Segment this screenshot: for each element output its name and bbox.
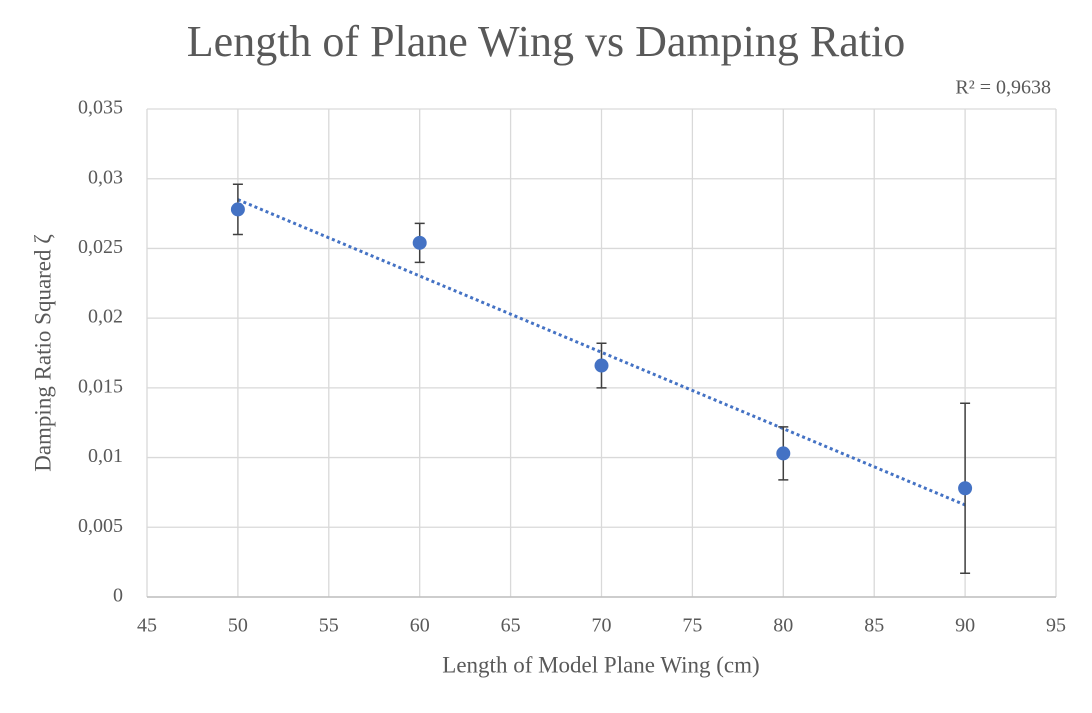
x-axis-label: Length of Model Plane Wing (cm)	[442, 652, 759, 677]
y-tick-label: 0	[113, 585, 123, 607]
y-tick-label: 0,015	[78, 375, 123, 397]
x-tick-label: 65	[501, 615, 521, 637]
x-tick-label: 75	[682, 615, 702, 637]
y-tick-label: 0,025	[78, 236, 123, 258]
r-squared: R² = 0,9638	[955, 77, 1051, 99]
point	[412, 235, 427, 250]
x-tick-label: 95	[1046, 615, 1066, 637]
y-tick-label: 0,01	[88, 445, 123, 467]
x-tick-label: 50	[228, 615, 248, 637]
x-tick-label: 60	[410, 615, 430, 637]
x-tick-label: 85	[864, 615, 884, 637]
x-tick-label: 45	[137, 615, 157, 637]
y-tick-label: 0,035	[78, 97, 123, 119]
y-axis-label: Damping Ratio Squared ζ	[30, 234, 55, 472]
x-tick-label: 55	[319, 615, 339, 637]
point	[594, 358, 609, 373]
x-tick-label: 90	[955, 615, 975, 637]
x-tick-label: 70	[592, 615, 612, 637]
y-tick-label: 0,03	[88, 166, 123, 188]
y-tick-label: 0,005	[78, 515, 123, 537]
point	[776, 446, 791, 461]
point	[230, 202, 245, 217]
chart-title: Length of Plane Wing vs Damping Ratio	[187, 17, 905, 66]
point	[958, 481, 973, 496]
x-tick-label: 80	[773, 615, 793, 637]
y-tick-label: 0,02	[88, 306, 123, 328]
